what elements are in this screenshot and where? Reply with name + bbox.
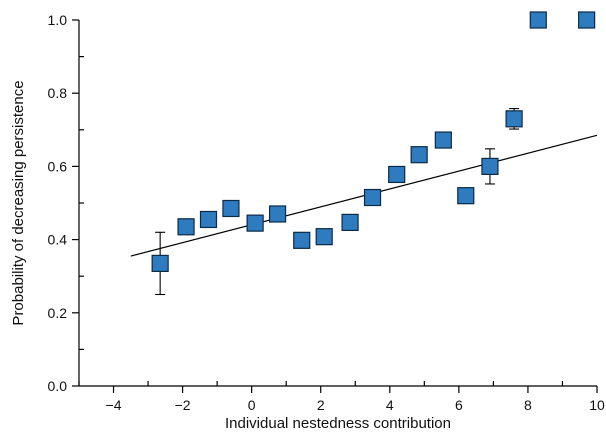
data-point <box>578 11 596 29</box>
y-tick-label: 0.8 <box>48 85 68 101</box>
y-tick-label: 0.4 <box>48 232 68 248</box>
trendline-layer <box>130 134 598 257</box>
data-point <box>222 199 240 218</box>
x-tick-label: −2 <box>175 397 191 413</box>
data-point <box>199 210 218 229</box>
data-point <box>293 231 311 249</box>
data-point <box>341 213 359 231</box>
x-tick-label: 10 <box>589 397 605 413</box>
data-point <box>410 146 428 164</box>
data-point <box>529 11 547 29</box>
data-point <box>363 188 382 207</box>
y-tick-label: 1.0 <box>48 12 68 28</box>
data-point <box>505 110 523 128</box>
x-tick-label: 6 <box>455 397 463 413</box>
x-tick-label: 0 <box>248 397 256 413</box>
y-axis-label: Probability of decreasing persistence <box>10 80 27 325</box>
x-tick-label: 4 <box>386 397 394 413</box>
trendline <box>130 134 598 257</box>
data-point <box>177 218 195 236</box>
data-points-layer <box>151 11 596 272</box>
x-axis-ticks: −4 −2 0 2 4 6 8 10 <box>78 381 605 413</box>
y-tick-label: 0.2 <box>48 305 68 321</box>
data-point <box>457 187 475 205</box>
x-tick-label: −4 <box>106 397 122 413</box>
y-axis-ticks: 0.0 0.2 0.4 0.6 0.8 1.0 <box>48 12 84 394</box>
data-point <box>246 214 264 232</box>
data-point <box>434 131 452 149</box>
data-point <box>151 254 169 272</box>
data-point <box>481 157 499 175</box>
y-tick-label: 0.6 <box>48 158 68 174</box>
data-point <box>268 205 287 223</box>
x-tick-label: 2 <box>317 397 325 413</box>
x-axis-label: Individual nestedness contribution <box>225 415 451 432</box>
x-tick-label: 8 <box>524 397 532 413</box>
data-point <box>388 165 406 184</box>
data-point <box>315 228 333 246</box>
y-tick-label: 0.0 <box>48 378 68 394</box>
